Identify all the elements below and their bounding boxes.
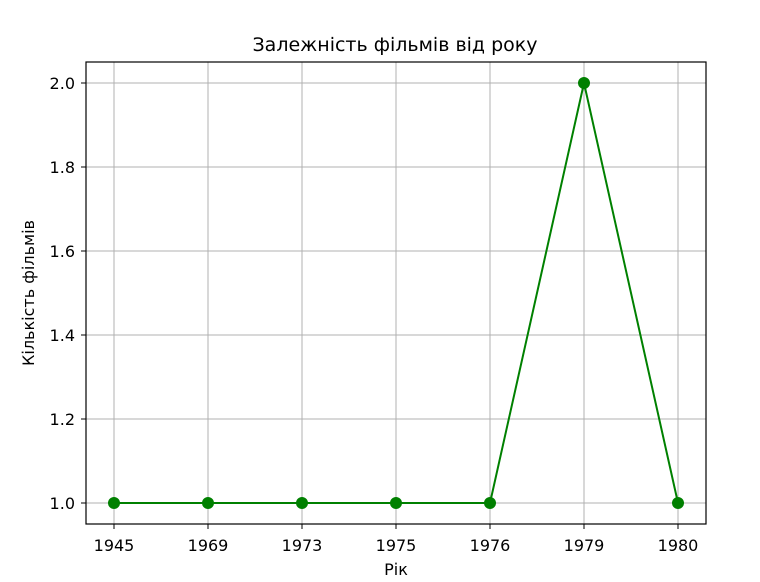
- chart-title: Залежність фільмів від року: [253, 34, 538, 56]
- x-axis-label: Рік: [384, 560, 408, 579]
- data-point-marker: [672, 497, 684, 509]
- data-point-marker: [108, 497, 120, 509]
- data-point-marker: [484, 497, 496, 509]
- series-layer: [108, 77, 684, 509]
- y-tick-label: 1.2: [50, 410, 75, 429]
- y-tick-label: 2.0: [50, 74, 75, 93]
- y-tick-label: 1.6: [50, 242, 75, 261]
- x-axis: 1945 1969 1973 1975 1976 1979 1980: [94, 524, 699, 555]
- x-tick-label: 1969: [188, 536, 229, 555]
- data-point-marker: [578, 77, 590, 89]
- grid-lines: [86, 62, 706, 524]
- x-tick-label: 1976: [470, 536, 511, 555]
- x-tick-label: 1945: [94, 536, 135, 555]
- y-tick-label: 1.0: [50, 494, 75, 513]
- data-point-marker: [390, 497, 402, 509]
- data-point-marker: [202, 497, 214, 509]
- y-axis-label: Кількість фільмів: [19, 220, 38, 366]
- x-tick-label: 1979: [564, 536, 605, 555]
- y-tick-label: 1.4: [50, 326, 75, 345]
- x-tick-label: 1973: [282, 536, 323, 555]
- y-tick-label: 1.8: [50, 158, 75, 177]
- x-tick-label: 1975: [376, 536, 417, 555]
- x-tick-label: 1980: [658, 536, 699, 555]
- data-point-marker: [296, 497, 308, 509]
- y-axis: 1.0 1.2 1.4 1.6 1.8 2.0: [50, 74, 86, 513]
